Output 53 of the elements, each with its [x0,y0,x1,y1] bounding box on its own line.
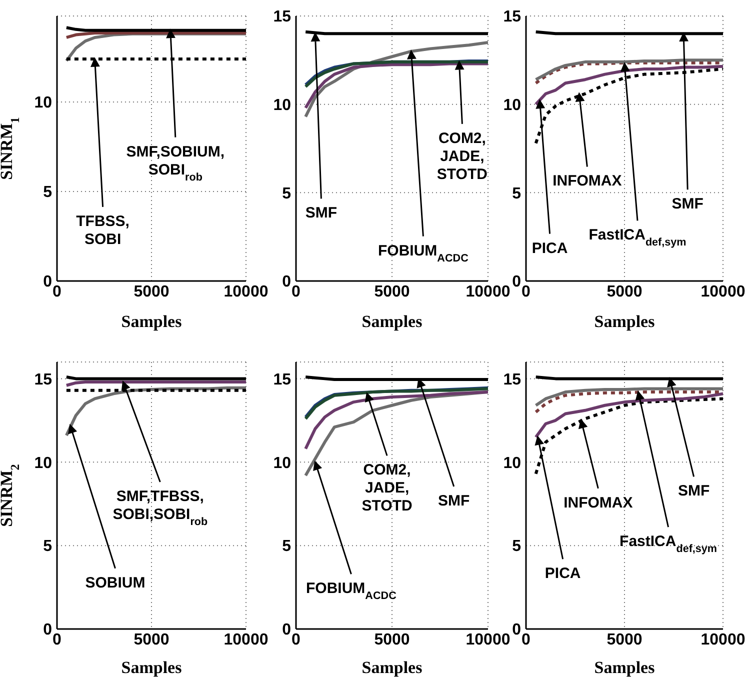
annotation: COM2, JADE, STOTD [436,130,488,183]
annotation: FastICA$_{def,sym}$ [588,226,686,249]
y-tick-label: 5 [282,538,292,556]
annotation: SMF,TFBSS, SOBI,SOBI$_{rob}$ [112,488,208,528]
x-tick-label: 5000 [374,283,410,300]
x-tick-label: 10000 [700,631,746,648]
annotation: FastICA$_{def,sym}$ [620,533,718,556]
annotation: PICA [532,240,568,257]
annotation: SMF [438,492,470,510]
y-tick-label: 10 [34,454,52,472]
y-tick-label: 10 [503,454,522,472]
y-tick-label: 15 [34,371,52,388]
x-tick-label: 5000 [606,631,642,648]
x-tick-label: 10000 [466,283,510,300]
x-axis-title: Samples [121,658,182,677]
x-tick-label: 10000 [224,631,268,648]
y-tick-label: 5 [282,185,292,202]
y-tick-label: 10 [273,454,292,472]
x-tick-label: 10000 [700,283,746,300]
x-tick-label: 10000 [466,631,510,648]
annotation: COM2, JADE, STOTD [362,462,412,515]
annotation: SMF [678,482,710,500]
x-axis-title: Samples [594,658,656,677]
annotation: INFOMAX [564,494,633,512]
annotation: PICA [544,565,581,582]
annotation: SMF,SOBIUM, SOBI$_{rob}$ [126,143,225,184]
x-tick-label: 5000 [374,631,410,648]
annotation: TFBSS, SOBI [76,212,130,248]
y-tick-label: 10 [503,97,522,114]
y-tick-label: 10 [34,94,52,112]
x-tick-label: 10000 [224,283,268,300]
x-axis-title: Samples [121,312,182,331]
y-tick-label: 10 [273,97,292,114]
annotation: SMF [672,196,704,213]
annotation: SOBIUM [85,574,146,592]
x-axis-title: Samples [362,312,423,331]
x-axis-title: Samples [594,312,656,331]
y-tick-label: 15 [273,8,292,26]
y-tick-label: 5 [43,538,52,556]
y-tick-label: 15 [503,8,522,26]
x-tick-label: 5000 [134,631,170,648]
y-tick-label: 5 [43,184,52,202]
x-tick-label: 5000 [134,283,170,300]
y-tick-label: 15 [503,371,522,388]
annotation: SMF [305,204,338,222]
annotation: INFOMAX [552,172,622,190]
y-tick-label: 15 [273,371,292,388]
annotation: FOBIUM$_{ACDC}$ [378,242,469,264]
x-tick-label: 5000 [606,283,642,300]
y-tick-label: 5 [512,185,522,202]
x-axis-title: Samples [362,658,423,677]
annotation: FOBIUM$_{ACDC}$ [306,580,397,602]
y-tick-label: 5 [512,538,522,556]
